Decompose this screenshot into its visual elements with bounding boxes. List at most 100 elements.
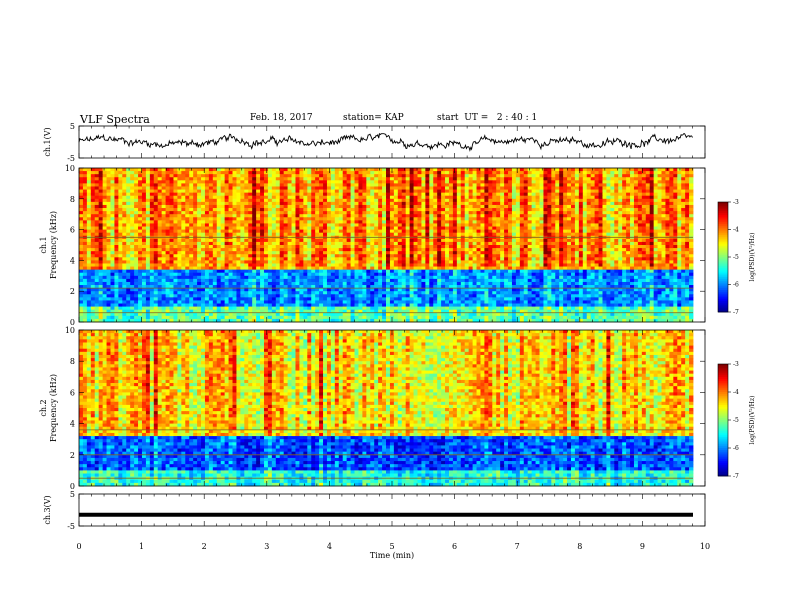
psd-cell — [141, 251, 147, 255]
psd-cell — [606, 251, 611, 255]
psd-cell — [500, 211, 505, 215]
psd-cell — [401, 226, 407, 230]
psd-cell — [130, 186, 135, 190]
psd-cell — [523, 251, 529, 255]
psd-cell — [570, 198, 576, 203]
psd-cell — [657, 189, 662, 194]
psd-cell — [567, 245, 572, 249]
psd-cell — [252, 195, 257, 200]
psd-cell — [114, 171, 119, 175]
psd-cell — [244, 208, 249, 212]
psd-cell — [275, 254, 281, 258]
psd-cell — [334, 229, 340, 234]
psd-cell — [649, 186, 655, 190]
psd-cell — [326, 217, 332, 221]
psd-cell — [244, 198, 249, 203]
psd-cell — [307, 174, 312, 178]
psd-cell — [102, 195, 107, 200]
psd-cell — [79, 232, 84, 237]
psd-cell — [334, 214, 340, 218]
psd-cell — [275, 217, 281, 221]
psd-cell — [303, 220, 308, 224]
psd-cell — [204, 168, 210, 172]
psd-cell — [362, 220, 367, 224]
psd-cell — [79, 226, 84, 230]
psd-cell — [641, 198, 647, 203]
psd-cell — [98, 174, 104, 178]
psd-cell — [201, 177, 206, 181]
psd-cell — [523, 174, 529, 178]
psd-cell — [657, 223, 662, 227]
psd-cell — [326, 245, 332, 249]
psd-cell — [405, 257, 411, 261]
psd-cell — [421, 245, 426, 249]
psd-cell — [582, 186, 588, 190]
psd-cell — [342, 208, 348, 212]
psd-cell — [193, 229, 198, 234]
psd-cell — [618, 229, 623, 234]
psd-cell — [366, 174, 371, 178]
psd-cell — [208, 217, 214, 221]
psd-cell — [586, 251, 592, 255]
psd-cell — [228, 263, 233, 267]
psd-cell — [326, 186, 332, 190]
psd-cell — [86, 260, 92, 264]
psd-cell — [319, 174, 324, 178]
psd-cell — [480, 232, 485, 237]
psd-cell — [570, 220, 576, 224]
psd-cell — [169, 220, 174, 224]
psd-cell — [547, 220, 552, 224]
psd-cell — [433, 177, 438, 181]
psd-cell — [86, 180, 92, 184]
psd-cell — [531, 211, 536, 215]
psd-cell — [508, 192, 513, 197]
psd-cell — [153, 174, 159, 178]
psd-cell — [547, 245, 552, 249]
psd-cell — [201, 226, 206, 230]
psd-cell — [185, 257, 190, 261]
psd-cell — [342, 217, 348, 221]
psd-cell — [283, 192, 289, 197]
psd-cell — [86, 217, 92, 221]
psd-cell — [622, 211, 627, 215]
psd-cell — [303, 232, 308, 237]
psd-cell — [185, 263, 190, 267]
psd-cell — [574, 192, 580, 197]
psd-cell — [496, 260, 501, 264]
psd-cell — [559, 177, 564, 181]
psd-cell — [590, 248, 596, 252]
psd-cell — [106, 192, 111, 197]
psd-cell — [291, 211, 296, 215]
psd-cell — [657, 260, 662, 264]
psd-cell — [464, 241, 470, 246]
psd-cell — [366, 241, 371, 246]
psd-cell — [622, 204, 627, 209]
psd-cell — [515, 214, 521, 218]
psd-cell — [204, 183, 210, 187]
psd-cell — [519, 204, 525, 209]
psd-cell — [287, 248, 292, 252]
psd-cell — [134, 208, 139, 212]
psd-cell — [594, 174, 599, 178]
psd-cell — [484, 201, 489, 206]
psd-cell — [240, 232, 245, 237]
psd-cell — [594, 198, 599, 203]
psd-cell — [102, 192, 107, 197]
psd-cell — [311, 208, 316, 212]
psd-cell — [637, 171, 643, 175]
psd-cell — [476, 204, 481, 209]
psd-cell — [618, 211, 623, 215]
psd-cell — [141, 208, 147, 212]
psd-cell — [326, 257, 332, 261]
psd-cell — [456, 220, 462, 224]
psd-cell — [79, 174, 84, 178]
psd-cell — [543, 180, 548, 184]
psd-cell — [141, 248, 147, 252]
psd-cell — [657, 214, 662, 218]
psd-cell — [354, 168, 359, 172]
psd-cell — [185, 214, 190, 218]
psd-cell — [240, 238, 245, 243]
psd-cell — [122, 192, 127, 197]
psd-cell — [633, 229, 639, 234]
psd-cell — [464, 238, 470, 243]
